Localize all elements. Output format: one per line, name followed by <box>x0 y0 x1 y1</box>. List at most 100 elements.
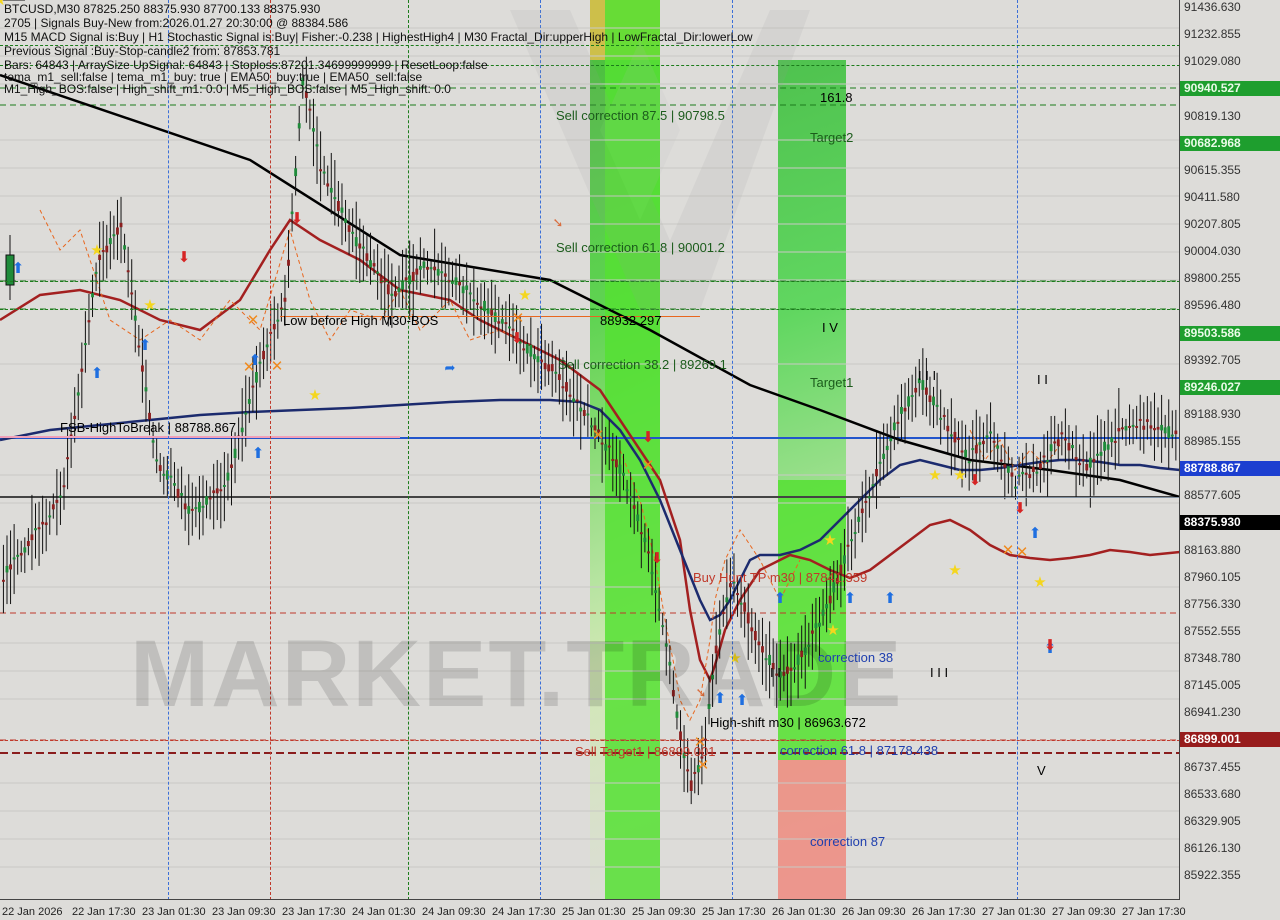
down-arrow-marker: ⬇ <box>291 209 304 227</box>
chart-annotation-label: FSB-HighToBreak | 88788.867 <box>60 420 236 435</box>
price-axis-label[interactable]: 91232.855 <box>1180 27 1280 42</box>
price-axis-label[interactable]: 89503.586 <box>1180 326 1280 341</box>
time-axis-label[interactable]: 27 Jan 17:30 <box>1122 906 1186 918</box>
price-axis-label[interactable]: 85922.355 <box>1180 868 1280 883</box>
numeral-mark: I I <box>1037 372 1048 387</box>
up-arrow-marker: ⬆ <box>844 589 857 607</box>
time-axis-label[interactable]: 26 Jan 01:30 <box>772 906 836 918</box>
brand-logo-icon <box>470 10 810 310</box>
vertical-dashed-blue-4 <box>1017 0 1018 900</box>
price-axis-label[interactable]: 90940.527 <box>1180 81 1280 96</box>
time-axis-label[interactable]: 27 Jan 01:30 <box>982 906 1046 918</box>
chart-annotation-label: Sell Target1 | 86899.001 <box>575 744 715 759</box>
support-line-86899 <box>0 740 1180 741</box>
time-axis-label[interactable]: 26 Jan 17:30 <box>912 906 976 918</box>
price-axis-label[interactable]: 90682.968 <box>1180 136 1280 151</box>
up-arrow-marker: ⬆ <box>12 259 25 277</box>
chart-annotation-label: Target2 <box>810 130 853 145</box>
chart-annotation-label: correction 38 <box>818 650 893 665</box>
orange-x-marker: ✕ <box>271 357 284 375</box>
price-axis-label[interactable]: 88577.605 <box>1180 488 1280 503</box>
star-marker: ★ <box>953 466 966 484</box>
price-axis-label[interactable]: 86899.001 <box>1180 732 1280 747</box>
numeral-mark: I I I <box>930 665 948 680</box>
price-axis-label[interactable]: 87348.780 <box>1180 651 1280 666</box>
pink-reference-line <box>0 436 400 438</box>
orange-x-marker: ✕ <box>247 311 260 329</box>
price-axis-label[interactable]: 89188.930 <box>1180 407 1280 422</box>
chart-annotation-label: High-shift m30 | 86963.672 <box>710 715 866 730</box>
price-axis-label[interactable]: 86533.680 <box>1180 787 1280 802</box>
star-marker: ★ <box>308 386 321 404</box>
down-arrow-marker: ⬇ <box>651 549 664 567</box>
price-axis-label[interactable]: 90411.580 <box>1180 190 1280 205</box>
price-axis-label[interactable]: 88985.155 <box>1180 434 1280 449</box>
price-axis-label[interactable]: 88375.930 <box>1180 515 1280 530</box>
time-axis-label[interactable]: 23 Jan 17:30 <box>282 906 346 918</box>
vertical-dashed-blue-1 <box>168 0 169 900</box>
down-arrow-marker: ⬇ <box>969 471 982 489</box>
price-axis-label[interactable]: 87552.555 <box>1180 624 1280 639</box>
price-axis-label[interactable]: 90004.030 <box>1180 244 1280 259</box>
symbol-info-line7: M1_High_BOS:false | High_shift_m1: 0.0 |… <box>4 82 451 96</box>
price-axis-label[interactable]: 86329.905 <box>1180 814 1280 829</box>
star-marker: ★ <box>823 531 836 549</box>
price-axis-label[interactable]: 87145.005 <box>1180 678 1280 693</box>
price-axis-label[interactable]: 90819.130 <box>1180 109 1280 124</box>
up-arrow-marker: ⬆ <box>1029 524 1042 542</box>
down-arrow-marker: ⬇ <box>1044 636 1057 654</box>
chart-annotation-label: Sell correction 38.2 | 89269.1 <box>558 357 727 372</box>
price-axis-label[interactable]: 86126.130 <box>1180 841 1280 856</box>
time-axis-label[interactable]: 22 Jan 17:30 <box>72 906 136 918</box>
vertical-dashed-red <box>270 0 271 900</box>
price-axis-label[interactable]: 91029.080 <box>1180 54 1280 69</box>
chart-annotation-label: Sell correction 61.8 | 90001.2 <box>556 240 725 255</box>
symbol-info-line2: 2705 | Signals Buy-New from:2026.01.27 2… <box>4 16 348 30</box>
gray-reference-line <box>900 497 1180 498</box>
time-axis-label[interactable]: 27 Jan 09:30 <box>1052 906 1116 918</box>
price-axis-label[interactable]: 89596.480 <box>1180 298 1280 313</box>
chart-annotation-label: 88932.297 <box>600 313 661 328</box>
price-axis-label[interactable]: 88163.880 <box>1180 543 1280 558</box>
chart-annotation-label: correction 87 <box>810 834 885 849</box>
time-axis-label[interactable]: 24 Jan 17:30 <box>492 906 556 918</box>
symbol-info-line1: BTCUSD,M30 87825.250 88375.930 87700.133… <box>4 2 320 16</box>
down-arrow-marker: ⬇ <box>511 329 524 347</box>
price-axis-label[interactable]: 89392.705 <box>1180 353 1280 368</box>
orange-x-marker: ✕ <box>1002 541 1015 559</box>
time-axis-label[interactable]: 25 Jan 17:30 <box>702 906 766 918</box>
up-arrow-marker: ⬆ <box>884 589 897 607</box>
star-marker: ★ <box>928 466 941 484</box>
time-axis-label[interactable]: 24 Jan 09:30 <box>422 906 486 918</box>
chart-annotation-label: 161.8 <box>820 90 853 105</box>
price-axis-label[interactable]: 91436.630 <box>1180 0 1280 15</box>
time-axis-label[interactable]: 25 Jan 09:30 <box>632 906 696 918</box>
down-arrow-marker: ⬇ <box>642 428 655 446</box>
up-arrow-marker: ⬆ <box>252 444 265 462</box>
orange-x-marker: ✕ <box>512 309 525 327</box>
down-arrow-marker: ⬇ <box>1014 499 1027 517</box>
time-axis-label[interactable]: 23 Jan 01:30 <box>142 906 206 918</box>
price-axis-label[interactable]: 87756.330 <box>1180 597 1280 612</box>
time-axis-label[interactable]: 25 Jan 01:30 <box>562 906 626 918</box>
symbol-info-line3: M15 MACD Signal is:Buy | H1 Stochastic S… <box>4 30 753 44</box>
price-axis-label[interactable]: 89246.027 <box>1180 380 1280 395</box>
chart-annotation-label: Low before High M30-BOS <box>283 313 438 328</box>
time-axis-label[interactable]: 23 Jan 09:30 <box>212 906 276 918</box>
time-axis-label[interactable]: 24 Jan 01:30 <box>352 906 416 918</box>
time-axis-label[interactable]: 22 Jan 2026 <box>2 906 63 918</box>
star-marker: ★ <box>948 561 961 579</box>
brand-watermark: MARKET.TRADE <box>130 620 903 729</box>
price-axis-label[interactable]: 86737.455 <box>1180 760 1280 775</box>
price-axis-label[interactable]: 87960.105 <box>1180 570 1280 585</box>
price-axis-label[interactable]: 86941.230 <box>1180 705 1280 720</box>
price-axis-label[interactable]: 90615.355 <box>1180 163 1280 178</box>
chart-annotation-label: Target1 <box>810 375 853 390</box>
price-axis-label[interactable]: 90207.805 <box>1180 217 1280 232</box>
time-axis-label[interactable]: 26 Jan 09:30 <box>842 906 906 918</box>
price-chart: ★ ★ ★ ★ ★ ★ ★ ★ ★ ★ ★ ★ ⬆ ⬆ ⬆ ⬆ ⬆ ⬆ ⬆ ⬆ … <box>0 0 1280 920</box>
numeral-mark: I I I <box>918 368 936 383</box>
chart-annotation-label: Buy Hunt TP m30 | 87841.359 <box>693 570 867 585</box>
price-axis-label[interactable]: 89800.255 <box>1180 271 1280 286</box>
price-axis-label[interactable]: 88788.867 <box>1180 461 1280 476</box>
